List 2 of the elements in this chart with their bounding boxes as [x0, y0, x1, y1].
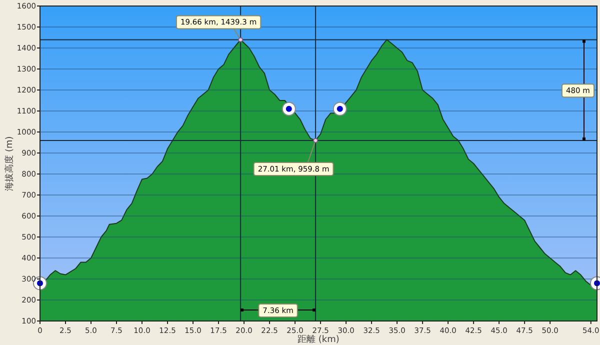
- x-axis-title: 距離 (km): [298, 334, 340, 345]
- y-axis-title: 海拔高度 (m): [4, 136, 15, 191]
